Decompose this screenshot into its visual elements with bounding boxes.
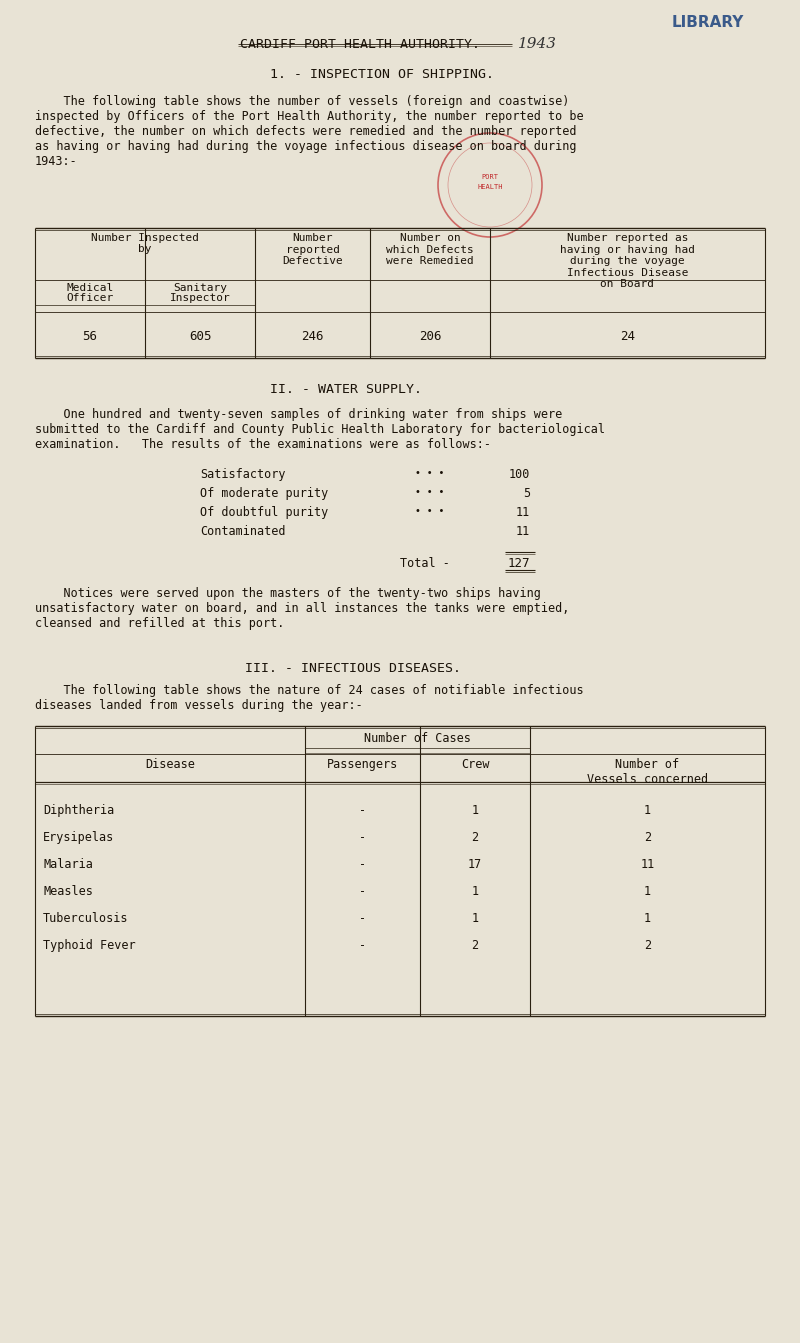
Text: Contaminated: Contaminated [200,525,286,539]
Text: 2: 2 [644,939,651,952]
Text: III. - INFECTIOUS DISEASES.: III. - INFECTIOUS DISEASES. [245,662,461,676]
Text: 11: 11 [516,525,530,539]
Text: 127: 127 [507,557,530,569]
Text: 1: 1 [471,912,478,925]
Text: -: - [359,939,366,952]
Text: 17: 17 [468,858,482,872]
Text: 24: 24 [620,330,635,342]
Text: One hundred and twenty-seven samples of drinking water from ships were
submitted: One hundred and twenty-seven samples of … [35,408,605,451]
Text: Number reported as
having or having had
during the voyage
Infectious Disease
on : Number reported as having or having had … [560,232,695,289]
Text: Number Inspected: Number Inspected [91,232,199,243]
Text: Of doubtful purity: Of doubtful purity [200,506,328,518]
Text: 2: 2 [471,939,478,952]
Text: Measles: Measles [43,885,93,898]
Text: -: - [359,885,366,898]
Text: 1: 1 [644,912,651,925]
Text: Total -: Total - [400,557,450,569]
Text: 5: 5 [523,488,530,500]
Text: Number
reported
Defective: Number reported Defective [282,232,343,266]
Text: LIBRARY: LIBRARY [672,15,744,30]
Text: Sanitary: Sanitary [173,283,227,293]
Text: 1: 1 [471,804,478,817]
Text: Number on
which Defects
were Remedied: Number on which Defects were Remedied [386,232,474,266]
Text: II. - WATER SUPPLY.: II. - WATER SUPPLY. [270,383,422,396]
Text: • • •: • • • [415,506,445,516]
Text: 1. - INSPECTION OF SHIPPING.: 1. - INSPECTION OF SHIPPING. [270,68,494,81]
Text: Typhoid Fever: Typhoid Fever [43,939,136,952]
Text: 605: 605 [189,330,211,342]
Text: Notices were served upon the masters of the twenty-two ships having
unsatisfacto: Notices were served upon the masters of … [35,587,570,630]
Text: The following table shows the number of vessels (foreign and coastwise)
inspecte: The following table shows the number of … [35,95,584,168]
Text: 11: 11 [516,506,530,518]
Text: Passengers: Passengers [327,757,398,771]
Text: 11: 11 [640,858,654,872]
Text: Satisfactory: Satisfactory [200,467,286,481]
Text: The following table shows the nature of 24 cases of notifiable infectious
diseas: The following table shows the nature of … [35,684,584,712]
Text: 246: 246 [302,330,324,342]
Text: -: - [359,831,366,843]
Text: Medical: Medical [66,283,114,293]
Text: Diphtheria: Diphtheria [43,804,114,817]
Text: Malaria: Malaria [43,858,93,872]
Text: Erysipelas: Erysipelas [43,831,114,843]
Text: by: by [138,244,152,254]
Text: 100: 100 [509,467,530,481]
Text: • • •: • • • [415,467,445,478]
Text: 2: 2 [644,831,651,843]
Text: 2: 2 [471,831,478,843]
Text: CARDIFF PORT HEALTH AUTHORITY.: CARDIFF PORT HEALTH AUTHORITY. [240,38,480,51]
Text: Disease: Disease [145,757,195,771]
Text: 1: 1 [644,885,651,898]
Text: Inspector: Inspector [170,293,230,304]
Text: Officer: Officer [66,293,114,304]
Text: 1943: 1943 [518,38,557,51]
Text: HEALTH: HEALTH [478,184,502,189]
Text: 56: 56 [82,330,98,342]
Text: Number of Cases: Number of Cases [364,732,471,745]
Text: -: - [359,804,366,817]
Text: 1: 1 [471,885,478,898]
Text: Tuberculosis: Tuberculosis [43,912,129,925]
Text: PORT: PORT [482,175,498,180]
Text: Number of
Vessels concerned: Number of Vessels concerned [587,757,708,786]
Text: -: - [359,912,366,925]
Text: Crew: Crew [461,757,490,771]
Text: -: - [359,858,366,872]
Text: 206: 206 [418,330,442,342]
Text: Of moderate purity: Of moderate purity [200,488,328,500]
Text: 1: 1 [644,804,651,817]
Text: • • •: • • • [415,488,445,497]
